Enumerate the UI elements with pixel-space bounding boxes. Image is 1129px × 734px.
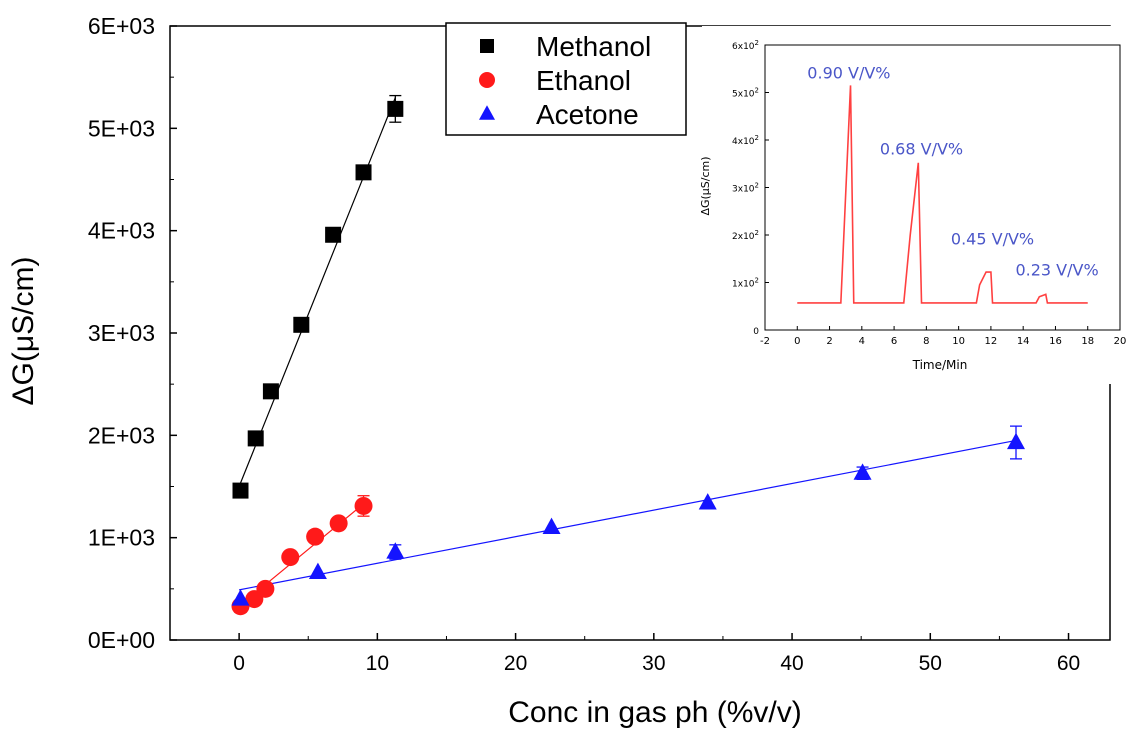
- acetone-point: [1007, 432, 1025, 450]
- inset-x-tick-label: 18: [1081, 336, 1094, 347]
- methanol-point: [247, 430, 264, 447]
- inset-x-tick-label: 12: [985, 336, 998, 347]
- acetone-point: [231, 589, 250, 606]
- acetone-point: [698, 493, 717, 510]
- inset-y-tick-exponent: 2: [755, 229, 759, 237]
- inset-x-axis-ticks: -2 0 2 4 6 8 10 12 14 16 18 20: [760, 326, 1126, 347]
- methanol-point: [387, 100, 404, 117]
- x-tick-label: 20: [504, 652, 527, 675]
- inset-y-tick-label: 2x102: [732, 229, 759, 242]
- inset-peak-annotation: 0.45 V/V%: [951, 230, 1034, 249]
- inset-y-tick-base: 2x10: [732, 232, 755, 242]
- inset-x-tick-label: 4: [859, 336, 865, 347]
- methanol-point: [262, 383, 279, 400]
- x-tick-label: 30: [642, 652, 665, 675]
- inset-x-tick-label: 20: [1114, 336, 1127, 347]
- inset-y-tick-exponent: 2: [755, 134, 759, 142]
- inset-y-tick-exponent: 2: [755, 87, 759, 95]
- inset-chart: -2 0 2 4 6 8 10 12 14 16 18 20 01x1022x1023x1024x10…: [699, 26, 1126, 384]
- legend-label-methanol: Methanol: [536, 31, 651, 62]
- inset-y-tick-exponent: 2: [755, 277, 759, 285]
- y-tick-label: 3E+03: [88, 320, 155, 346]
- inset-y-tick-base: 6x10: [732, 42, 755, 52]
- inset-y-axis-label: ΔG(μS/cm): [699, 156, 712, 215]
- inset-y-tick-label: 3x102: [732, 182, 759, 195]
- inset-y-tick-label: 0: [753, 327, 759, 337]
- inset-x-tick-label: 2: [826, 336, 832, 347]
- inset-y-tick-label: 4x102: [732, 134, 759, 147]
- inset-y-tick-label: 5x102: [732, 87, 759, 100]
- x-tick-label: 40: [780, 652, 803, 675]
- inset-x-tick-label: 6: [891, 336, 897, 347]
- inset-x-tick-label: -2: [760, 336, 770, 347]
- x-tick-label: 60: [1057, 652, 1080, 675]
- legend-marker-ethanol: [479, 72, 495, 88]
- y-tick-label: 2E+03: [88, 422, 155, 448]
- inset-y-tick-exponent: 2: [755, 182, 759, 190]
- x-tick-label: 50: [919, 652, 942, 675]
- inset-x-tick-label: 8: [923, 336, 929, 347]
- inset-y-tick-exponent: 2: [755, 39, 759, 47]
- inset-x-tick-label: 16: [1049, 336, 1062, 347]
- inset-annotations: 0.90 V/V% 0.68 V/V% 0.45 V/V% 0.23 V/V%: [807, 63, 1098, 279]
- acetone-point: [308, 562, 327, 580]
- inset-peak-annotation: 0.90 V/V%: [807, 63, 890, 82]
- main-markers: [231, 100, 1025, 616]
- inset-y-tick-base: 3x10: [732, 185, 755, 195]
- methanol-point: [325, 226, 342, 243]
- ethanol-point: [329, 514, 348, 533]
- inset-y-tick-label: 6x102: [732, 39, 759, 52]
- acetone-point: [542, 517, 561, 535]
- y-tick-label: 5E+03: [88, 115, 155, 141]
- main-y-axis-ticks: 0E+00 1E+03 2E+03 3E+03 4E+03 5E+03 6E+03: [88, 13, 177, 653]
- inset-peak-annotation: 0.68 V/V%: [880, 139, 963, 158]
- methanol-point: [293, 316, 310, 333]
- methanol-point: [355, 164, 372, 181]
- inset-x-tick-label: 10: [952, 336, 965, 347]
- inset-y-tick-base: 4x10: [732, 137, 755, 147]
- ethanol-point: [306, 527, 325, 546]
- inset-y-tick-base: 5x10: [732, 90, 755, 100]
- y-tick-label: 4E+03: [88, 218, 155, 244]
- legend-marker-acetone: [479, 105, 495, 120]
- inset-x-tick-label: 14: [1017, 336, 1030, 347]
- methanol-fit-line: [238, 97, 396, 487]
- methanol-point: [232, 482, 249, 499]
- acetone-fit-line: [239, 439, 1017, 591]
- acetone-point: [853, 463, 872, 480]
- main-x-axis-ticks: 0 10 20 30 40 50 60: [169, 633, 1080, 675]
- main-y-axis-label: ΔG(μS/cm): [7, 257, 40, 406]
- inset-y-tick-base: 1x10: [732, 280, 755, 290]
- y-tick-label: 0E+00: [88, 627, 155, 653]
- acetone-point: [386, 542, 405, 559]
- y-tick-label: 1E+03: [88, 525, 155, 551]
- inset-x-tick-label: 0: [794, 336, 800, 347]
- ethanol-point: [354, 496, 373, 515]
- ethanol-point: [281, 548, 300, 567]
- legend-label-ethanol: Ethanol: [536, 65, 631, 96]
- legend-marker-methanol: [480, 39, 494, 53]
- y-tick-label: 6E+03: [88, 13, 155, 39]
- x-tick-label: 0: [233, 652, 245, 675]
- ethanol-point: [256, 579, 275, 598]
- main-x-axis-label: Conc in gas ph (%v/v): [508, 696, 801, 729]
- inset-x-axis-label: Time/Min: [912, 358, 968, 372]
- inset-series: [797, 85, 1088, 304]
- inset-y-tick-label: 1x102: [732, 277, 759, 290]
- inset-peak-annotation: 0.23 V/V%: [1015, 260, 1098, 279]
- legend-label-acetone: Acetone: [536, 99, 639, 130]
- x-tick-label: 10: [366, 652, 389, 675]
- inset-signal-line: [797, 85, 1088, 304]
